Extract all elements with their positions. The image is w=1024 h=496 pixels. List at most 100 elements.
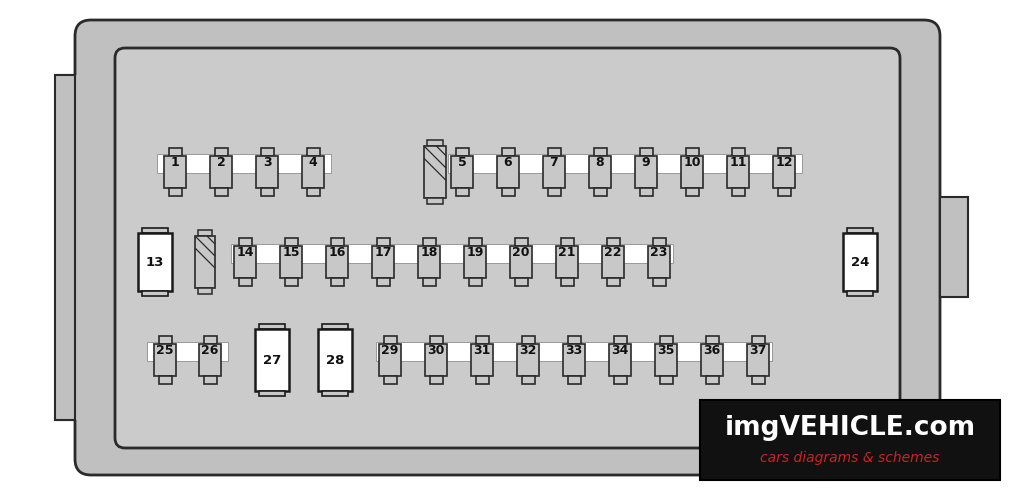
Bar bbox=[210, 156, 232, 188]
Bar bbox=[685, 148, 698, 156]
Bar bbox=[731, 188, 744, 196]
Bar bbox=[843, 233, 877, 291]
Bar bbox=[204, 336, 216, 344]
Bar bbox=[701, 344, 723, 376]
Bar bbox=[609, 344, 631, 376]
Bar bbox=[418, 246, 440, 278]
Bar bbox=[521, 376, 535, 384]
Bar bbox=[635, 156, 657, 188]
Text: 9: 9 bbox=[642, 157, 650, 170]
Bar bbox=[464, 246, 486, 278]
Bar bbox=[204, 376, 216, 384]
Bar bbox=[514, 278, 527, 286]
Bar bbox=[940, 197, 968, 297]
Text: 21: 21 bbox=[558, 247, 575, 259]
Bar bbox=[752, 376, 765, 384]
Bar bbox=[543, 156, 565, 188]
Text: 12: 12 bbox=[775, 157, 793, 170]
Bar bbox=[456, 148, 469, 156]
Bar bbox=[727, 156, 749, 188]
Bar bbox=[302, 156, 324, 188]
Bar bbox=[777, 148, 791, 156]
Bar bbox=[159, 336, 171, 344]
Bar bbox=[280, 246, 302, 278]
Bar bbox=[560, 238, 573, 246]
Bar bbox=[256, 156, 278, 188]
Bar bbox=[57, 75, 77, 420]
Text: 2: 2 bbox=[217, 157, 225, 170]
Bar bbox=[773, 156, 795, 188]
Bar bbox=[640, 188, 652, 196]
Bar bbox=[260, 148, 273, 156]
Bar bbox=[239, 238, 252, 246]
Bar bbox=[157, 154, 331, 173]
Text: 30: 30 bbox=[427, 345, 444, 358]
Bar bbox=[706, 376, 719, 384]
Bar bbox=[594, 148, 606, 156]
Bar bbox=[659, 376, 673, 384]
Bar bbox=[731, 148, 744, 156]
Text: 37: 37 bbox=[750, 345, 767, 358]
Text: 22: 22 bbox=[604, 247, 622, 259]
Bar bbox=[259, 391, 285, 396]
Bar bbox=[285, 238, 298, 246]
Bar bbox=[563, 344, 585, 376]
Bar bbox=[372, 246, 394, 278]
Bar bbox=[469, 278, 481, 286]
Bar bbox=[169, 148, 181, 156]
Bar bbox=[429, 336, 442, 344]
Bar bbox=[376, 342, 772, 361]
Text: 31: 31 bbox=[473, 345, 490, 358]
Text: 11: 11 bbox=[729, 157, 746, 170]
Bar bbox=[306, 188, 319, 196]
Text: 1: 1 bbox=[171, 157, 179, 170]
Bar bbox=[456, 188, 469, 196]
Bar bbox=[429, 376, 442, 384]
Text: 23: 23 bbox=[650, 247, 668, 259]
Text: 29: 29 bbox=[381, 345, 398, 358]
Text: 36: 36 bbox=[703, 345, 721, 358]
Bar bbox=[195, 236, 215, 288]
Bar bbox=[613, 336, 627, 344]
Bar bbox=[606, 278, 620, 286]
Bar bbox=[847, 291, 873, 296]
Bar bbox=[517, 344, 539, 376]
Bar bbox=[602, 246, 624, 278]
Bar bbox=[613, 376, 627, 384]
Text: 17: 17 bbox=[374, 247, 392, 259]
Bar bbox=[471, 344, 493, 376]
Bar bbox=[427, 198, 443, 204]
Text: 16: 16 bbox=[329, 247, 346, 259]
Bar bbox=[239, 278, 252, 286]
Bar bbox=[55, 75, 75, 420]
Bar bbox=[567, 336, 581, 344]
Bar bbox=[423, 238, 435, 246]
Bar bbox=[255, 329, 289, 391]
FancyBboxPatch shape bbox=[115, 48, 900, 448]
Bar bbox=[147, 342, 228, 361]
Bar bbox=[231, 244, 673, 263]
Text: 34: 34 bbox=[611, 345, 629, 358]
Bar bbox=[567, 376, 581, 384]
Bar bbox=[548, 148, 560, 156]
Bar bbox=[652, 238, 666, 246]
Bar bbox=[214, 188, 227, 196]
Bar bbox=[706, 336, 719, 344]
Text: 13: 13 bbox=[145, 255, 164, 268]
Bar bbox=[142, 228, 168, 233]
Bar bbox=[142, 291, 168, 296]
FancyBboxPatch shape bbox=[75, 20, 940, 475]
Bar bbox=[169, 188, 181, 196]
Bar bbox=[424, 146, 446, 198]
Text: 28: 28 bbox=[326, 354, 344, 367]
Text: 6: 6 bbox=[504, 157, 512, 170]
Bar bbox=[427, 140, 443, 146]
Bar bbox=[548, 188, 560, 196]
Bar bbox=[322, 324, 348, 329]
Bar bbox=[198, 230, 212, 236]
Bar bbox=[384, 336, 396, 344]
Bar bbox=[648, 246, 670, 278]
Bar bbox=[377, 278, 389, 286]
Bar bbox=[425, 344, 447, 376]
Bar bbox=[502, 188, 514, 196]
